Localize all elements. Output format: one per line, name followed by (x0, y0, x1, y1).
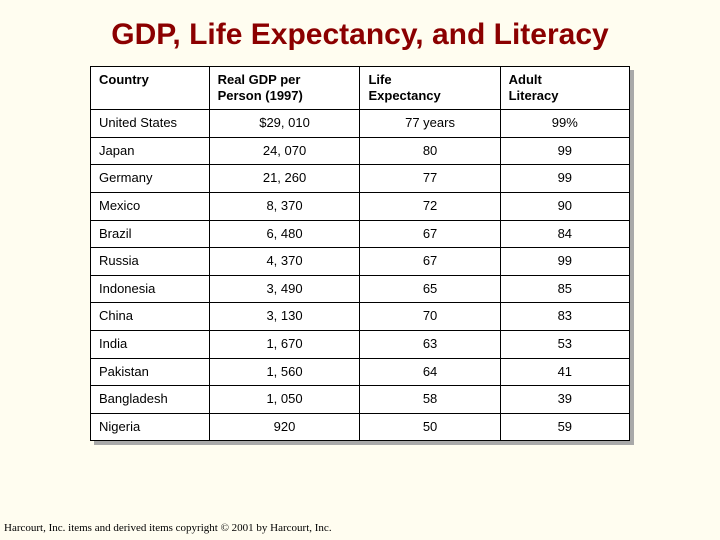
table-row: Mexico8, 3707290 (91, 192, 630, 220)
col-gdp: Real GDP per Person (1997) (209, 67, 360, 110)
data-table: Country Real GDP per Person (1997) Life … (90, 66, 630, 441)
slide: GDP, Life Expectancy, and Literacy Count… (0, 0, 720, 540)
table-row: Pakistan1, 5606441 (91, 358, 630, 386)
col-life: Life Expectancy (360, 67, 500, 110)
table-row: Japan24, 0708099 (91, 137, 630, 165)
table-body: United States$29, 01077 years99% Japan24… (91, 110, 630, 441)
table-row: Nigeria9205059 (91, 413, 630, 441)
table-row: United States$29, 01077 years99% (91, 110, 630, 138)
table-row: Brazil6, 4806784 (91, 220, 630, 248)
table-row: Indonesia3, 4906585 (91, 275, 630, 303)
table-container: Country Real GDP per Person (1997) Life … (90, 66, 630, 441)
col-country: Country (91, 67, 210, 110)
col-literacy: Adult Literacy (500, 67, 629, 110)
page-title: GDP, Life Expectancy, and Literacy (0, 18, 720, 52)
table-row: India1, 6706353 (91, 330, 630, 358)
table-row: Bangladesh1, 0505839 (91, 386, 630, 414)
table-header-row: Country Real GDP per Person (1997) Life … (91, 67, 630, 110)
copyright-footer: Harcourt, Inc. items and derived items c… (4, 522, 332, 534)
table-row: Russia4, 3706799 (91, 248, 630, 276)
table-row: Germany21, 2607799 (91, 165, 630, 193)
table-row: China3, 1307083 (91, 303, 630, 331)
